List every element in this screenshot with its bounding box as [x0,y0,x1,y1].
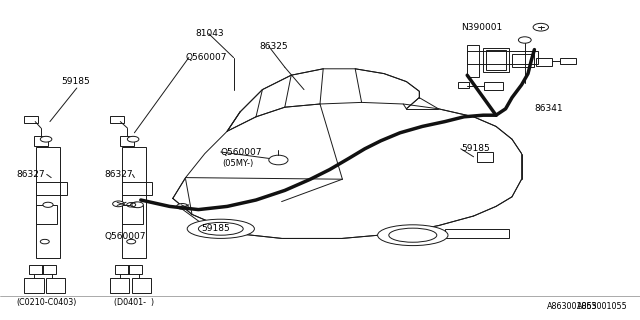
Bar [122,147,146,258]
Circle shape [43,202,53,207]
Circle shape [127,136,139,142]
Bar [36,147,60,258]
Bar [122,205,143,224]
Ellipse shape [187,219,254,238]
Ellipse shape [378,225,448,246]
Bar [110,116,124,123]
Bar [122,182,152,195]
Text: Q560007: Q560007 [186,53,227,62]
Circle shape [177,204,188,209]
Text: 86327: 86327 [104,170,133,179]
Bar [29,265,43,274]
Bar [560,58,576,64]
Bar [483,48,509,72]
Bar [36,205,57,224]
Text: 81043: 81043 [195,29,224,38]
Text: (C0210-C0403): (C0210-C0403) [16,298,76,307]
Bar [34,136,48,146]
Bar [484,82,503,90]
Circle shape [40,239,49,244]
Bar [128,265,142,274]
Bar [467,45,479,77]
Bar [486,50,506,70]
Bar [477,152,493,162]
Bar [467,51,538,64]
Text: (05MY-): (05MY-) [223,159,254,168]
Circle shape [533,23,548,31]
Text: A863001055: A863001055 [547,302,598,311]
Text: 59185: 59185 [61,77,90,86]
Bar [110,278,129,293]
Bar [120,136,134,146]
Ellipse shape [389,228,437,242]
Ellipse shape [198,222,243,235]
Circle shape [269,155,288,165]
Text: 86325: 86325 [259,42,288,51]
Bar [512,54,534,67]
Circle shape [131,202,141,207]
Bar [458,82,469,88]
Bar [42,265,56,274]
Text: Q560007: Q560007 [221,148,262,156]
Text: 59185: 59185 [461,144,490,153]
Text: 86327: 86327 [16,170,45,179]
Text: N390001: N390001 [461,23,502,32]
Text: (D0401-  ): (D0401- ) [114,298,154,307]
Text: 86341: 86341 [534,104,563,113]
Text: A863001055: A863001055 [577,302,627,311]
Bar [24,278,44,293]
Bar [536,58,552,66]
Bar [445,229,509,238]
Bar [46,278,65,293]
Bar [115,265,129,274]
Circle shape [113,201,124,207]
Circle shape [518,37,531,43]
Text: 59185: 59185 [202,224,230,233]
Bar [36,182,67,195]
Circle shape [132,202,143,208]
Text: Q560007: Q560007 [104,232,146,241]
Bar [132,278,151,293]
Circle shape [40,136,52,142]
Circle shape [127,239,136,244]
Bar [24,116,38,123]
